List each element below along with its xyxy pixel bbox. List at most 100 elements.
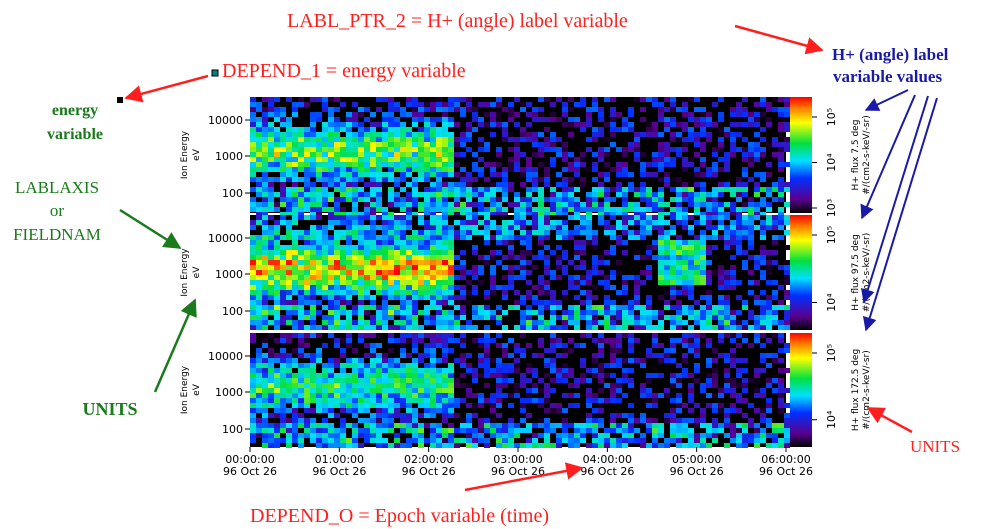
x-tick-label: 02:00:00 (404, 453, 453, 466)
spectrogram-cell (352, 157, 358, 162)
spectrogram-cell (496, 310, 502, 315)
spectrogram-cell (400, 353, 406, 358)
spectrogram-cell (754, 433, 760, 438)
spectrogram-cell (256, 192, 262, 197)
spectrogram-cell (592, 358, 598, 363)
colorbar-tick-label: 10⁴ (825, 410, 838, 429)
spectrogram-cell (622, 320, 628, 325)
spectrogram-cell (298, 418, 304, 423)
spectrogram-cell (718, 295, 724, 300)
spectrogram-cell (442, 112, 448, 117)
spectrogram-cell (412, 187, 418, 192)
spectrogram-cell (754, 373, 760, 378)
spectrogram-cell (334, 197, 340, 202)
spectrogram-cell (424, 142, 430, 147)
spectrogram-cell (304, 137, 310, 142)
spectrogram-cell (454, 315, 460, 320)
spectrogram-cell (280, 162, 286, 167)
spectrogram-cell (556, 300, 562, 305)
spectrogram-cell (502, 187, 508, 192)
spectrogram-cell (538, 310, 544, 315)
spectrogram-cell (664, 250, 670, 255)
spectrogram-cell (724, 320, 730, 325)
spectrogram-cell (436, 338, 442, 343)
spectrogram-cell (298, 187, 304, 192)
spectrogram-cell (736, 107, 742, 112)
spectrogram-cell (322, 438, 328, 443)
spectrogram-cell (580, 220, 586, 225)
spectrogram-cell (376, 428, 382, 433)
spectrogram-cell (448, 117, 454, 122)
spectrogram-cell (292, 433, 298, 438)
spectrogram-cell (292, 290, 298, 295)
spectrogram-cell (622, 358, 628, 363)
spectrogram-cell (358, 358, 364, 363)
spectrogram-cell (406, 235, 412, 240)
spectrogram-cell (370, 418, 376, 423)
spectrogram-cell (430, 157, 436, 162)
spectrogram-cell (472, 285, 478, 290)
spectrogram-cell (418, 142, 424, 147)
spectrogram-cell (508, 338, 514, 343)
spectrogram-cell (430, 363, 436, 368)
spectrogram-cell (322, 255, 328, 260)
spectrogram-cell (292, 358, 298, 363)
spectrogram-cell (262, 290, 268, 295)
spectrogram-cell (610, 353, 616, 358)
spectrogram-cell (376, 353, 382, 358)
spectrogram-cell (280, 187, 286, 192)
spectrogram-cell (316, 290, 322, 295)
spectrogram-cell (346, 438, 352, 443)
spectrogram-cell (394, 270, 400, 275)
spectrogram-cell (712, 212, 718, 217)
spectrogram-cell (364, 255, 370, 260)
spectrogram-cell (328, 255, 334, 260)
spectrogram-cell (664, 315, 670, 320)
spectrogram-cell (352, 413, 358, 418)
spectrogram-cell (550, 197, 556, 202)
spectrogram-cell (712, 255, 718, 260)
spectrogram-cell (754, 438, 760, 443)
spectrogram-cell (664, 275, 670, 280)
spectrogram-cell (562, 182, 568, 187)
spectrogram-cell (250, 403, 256, 408)
spectrogram-cell (352, 275, 358, 280)
spectrogram-cell (706, 207, 712, 212)
spectrogram-cell (316, 137, 322, 142)
spectrogram-cell (742, 107, 748, 112)
spectrogram-cell (562, 152, 568, 157)
spectrogram-cell (448, 333, 454, 338)
spectrogram-cell (670, 285, 676, 290)
spectrogram-cell (622, 285, 628, 290)
spectrogram-cell (748, 220, 754, 225)
spectrogram-cell (652, 127, 658, 132)
spectrogram-cell (280, 172, 286, 177)
spectrogram-cell (376, 187, 382, 192)
spectrogram-cell (550, 310, 556, 315)
spectrogram-cell (610, 325, 616, 330)
spectrogram-cell (598, 107, 604, 112)
spectrogram-cell (664, 245, 670, 250)
spectrogram-cell (598, 172, 604, 177)
spectrogram-cell (628, 230, 634, 235)
spectrogram-cell (712, 348, 718, 353)
spectrogram-cell (526, 388, 532, 393)
spectrogram-cell (388, 398, 394, 403)
spectrogram-cell (436, 197, 442, 202)
spectrogram-cell (256, 235, 262, 240)
spectrogram-cell (412, 358, 418, 363)
spectrogram-cell (262, 202, 268, 207)
spectrogram-cell (496, 212, 502, 217)
spectrogram-cell (400, 225, 406, 230)
spectrogram-cell (538, 353, 544, 358)
spectrogram-cell (436, 383, 442, 388)
spectrogram-cell (376, 423, 382, 428)
spectrogram-cell (550, 428, 556, 433)
spectrogram-cell (430, 433, 436, 438)
spectrogram-cell (538, 202, 544, 207)
spectrogram-cell (760, 438, 766, 443)
spectrogram-cell (382, 295, 388, 300)
spectrogram-cell (394, 378, 400, 383)
spectrogram-cell (424, 167, 430, 172)
spectrogram-cell (568, 433, 574, 438)
